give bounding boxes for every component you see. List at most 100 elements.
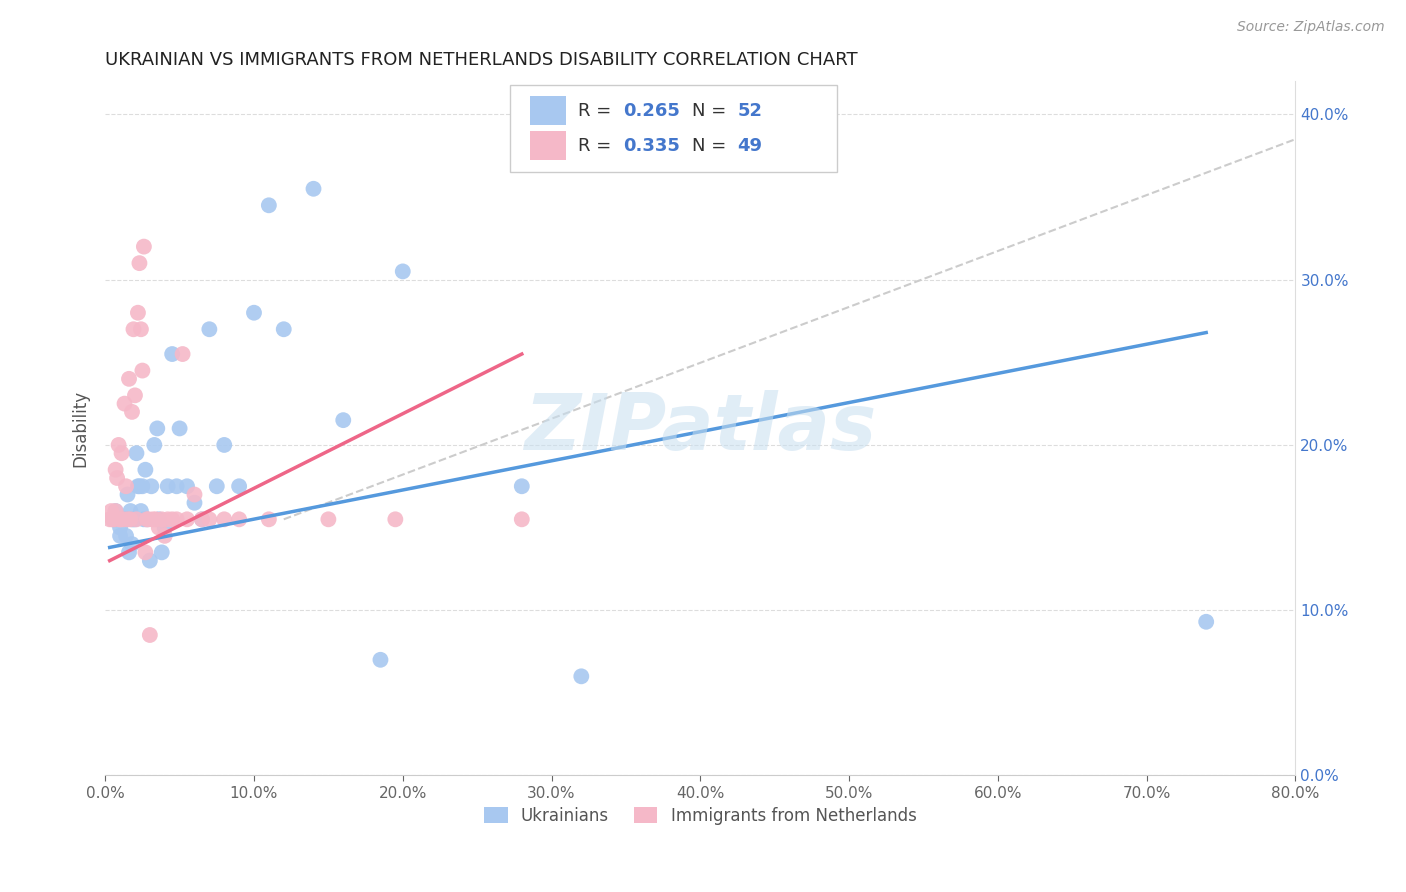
Immigrants from Netherlands (105, 471, 128, 485)
Ukrainians (121, 537, 143, 551)
Text: 0.265: 0.265 (623, 102, 681, 120)
Text: N =: N = (692, 102, 733, 120)
Ukrainians (1195, 615, 1218, 629)
Immigrants from Netherlands (108, 512, 131, 526)
Ukrainians (183, 496, 205, 510)
Immigrants from Netherlands (135, 512, 157, 526)
Ukrainians (391, 264, 413, 278)
Immigrants from Netherlands (142, 512, 165, 526)
Ukrainians (108, 520, 131, 534)
Immigrants from Netherlands (384, 512, 406, 526)
Immigrants from Netherlands (108, 512, 131, 526)
Text: Source: ZipAtlas.com: Source: ZipAtlas.com (1237, 20, 1385, 34)
Immigrants from Netherlands (134, 545, 156, 559)
Ukrainians (332, 413, 354, 427)
Ukrainians (150, 545, 173, 559)
Immigrants from Netherlands (139, 628, 162, 642)
Ukrainians (131, 479, 153, 493)
Ukrainians (146, 421, 169, 435)
Ukrainians (118, 545, 141, 559)
Ukrainians (569, 669, 592, 683)
Immigrants from Netherlands (98, 512, 121, 526)
Ukrainians (160, 347, 183, 361)
Immigrants from Netherlands (318, 512, 340, 526)
Ukrainians (243, 306, 266, 320)
Ukrainians (112, 512, 135, 526)
Text: 49: 49 (737, 136, 762, 155)
Immigrants from Netherlands (100, 504, 122, 518)
Immigrants from Netherlands (101, 512, 124, 526)
Ukrainians (129, 504, 152, 518)
FancyBboxPatch shape (510, 85, 837, 171)
Ukrainians (273, 322, 295, 336)
Y-axis label: Disability: Disability (72, 390, 89, 467)
FancyBboxPatch shape (530, 131, 565, 161)
Immigrants from Netherlands (198, 512, 221, 526)
Text: 52: 52 (737, 102, 762, 120)
Text: R =: R = (578, 102, 617, 120)
Text: N =: N = (692, 136, 733, 155)
Ukrainians (125, 446, 148, 460)
Immigrants from Netherlands (124, 388, 146, 402)
Ukrainians (115, 529, 138, 543)
Ukrainians (114, 512, 136, 526)
Ukrainians (153, 520, 176, 534)
Ukrainians (120, 504, 142, 518)
Immigrants from Netherlands (183, 487, 205, 501)
Ukrainians (141, 479, 163, 493)
Ukrainians (166, 479, 188, 493)
Ukrainians (176, 479, 198, 493)
Immigrants from Netherlands (212, 512, 235, 526)
Ukrainians (124, 512, 146, 526)
Ukrainians (135, 512, 157, 526)
Ukrainians (101, 512, 124, 526)
Ukrainians (148, 512, 170, 526)
Immigrants from Netherlands (115, 479, 138, 493)
Text: ZIPatlas: ZIPatlas (524, 391, 876, 467)
Immigrants from Netherlands (118, 372, 141, 386)
Immigrants from Netherlands (127, 306, 149, 320)
Immigrants from Netherlands (117, 512, 139, 526)
Immigrants from Netherlands (257, 512, 280, 526)
Immigrants from Netherlands (103, 512, 125, 526)
Text: 0.335: 0.335 (623, 136, 681, 155)
Immigrants from Netherlands (153, 529, 176, 543)
Immigrants from Netherlands (148, 520, 170, 534)
Ukrainians (370, 653, 392, 667)
Immigrants from Netherlands (104, 463, 127, 477)
Immigrants from Netherlands (176, 512, 198, 526)
Immigrants from Netherlands (132, 239, 155, 253)
Ukrainians (191, 512, 214, 526)
Immigrants from Netherlands (112, 512, 135, 526)
Immigrants from Netherlands (129, 322, 152, 336)
Ukrainians (108, 529, 131, 543)
Ukrainians (117, 512, 139, 526)
Legend: Ukrainians, Immigrants from Netherlands: Ukrainians, Immigrants from Netherlands (475, 798, 925, 833)
Immigrants from Netherlands (228, 512, 250, 526)
Ukrainians (169, 421, 191, 435)
Ukrainians (104, 504, 127, 518)
Immigrants from Netherlands (131, 363, 153, 377)
Ukrainians (205, 479, 228, 493)
Ukrainians (122, 512, 145, 526)
Ukrainians (117, 487, 139, 501)
Ukrainians (121, 512, 143, 526)
Ukrainians (132, 512, 155, 526)
Immigrants from Netherlands (125, 512, 148, 526)
Ukrainians (134, 463, 156, 477)
Ukrainians (139, 554, 162, 568)
Immigrants from Netherlands (138, 512, 160, 526)
Ukrainians (510, 479, 533, 493)
Immigrants from Netherlands (122, 322, 145, 336)
Immigrants from Netherlands (172, 347, 194, 361)
Ukrainians (143, 438, 166, 452)
Ukrainians (156, 479, 179, 493)
Immigrants from Netherlands (156, 512, 179, 526)
Ukrainians (127, 479, 149, 493)
Immigrants from Netherlands (160, 512, 183, 526)
Immigrants from Netherlands (166, 512, 188, 526)
Immigrants from Netherlands (510, 512, 533, 526)
Immigrants from Netherlands (128, 256, 150, 270)
Text: UKRAINIAN VS IMMIGRANTS FROM NETHERLANDS DISABILITY CORRELATION CHART: UKRAINIAN VS IMMIGRANTS FROM NETHERLANDS… (105, 51, 858, 69)
Immigrants from Netherlands (150, 512, 173, 526)
